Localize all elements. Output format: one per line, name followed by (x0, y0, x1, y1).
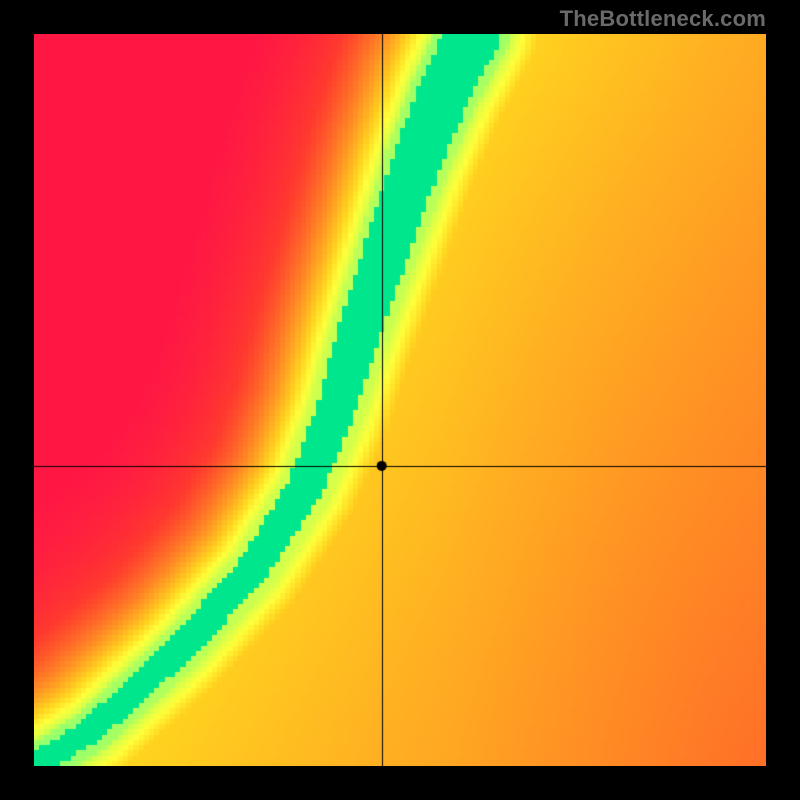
watermark-text: TheBottleneck.com (560, 6, 766, 32)
heatmap-canvas (34, 34, 766, 766)
heatmap-plot (34, 34, 766, 766)
